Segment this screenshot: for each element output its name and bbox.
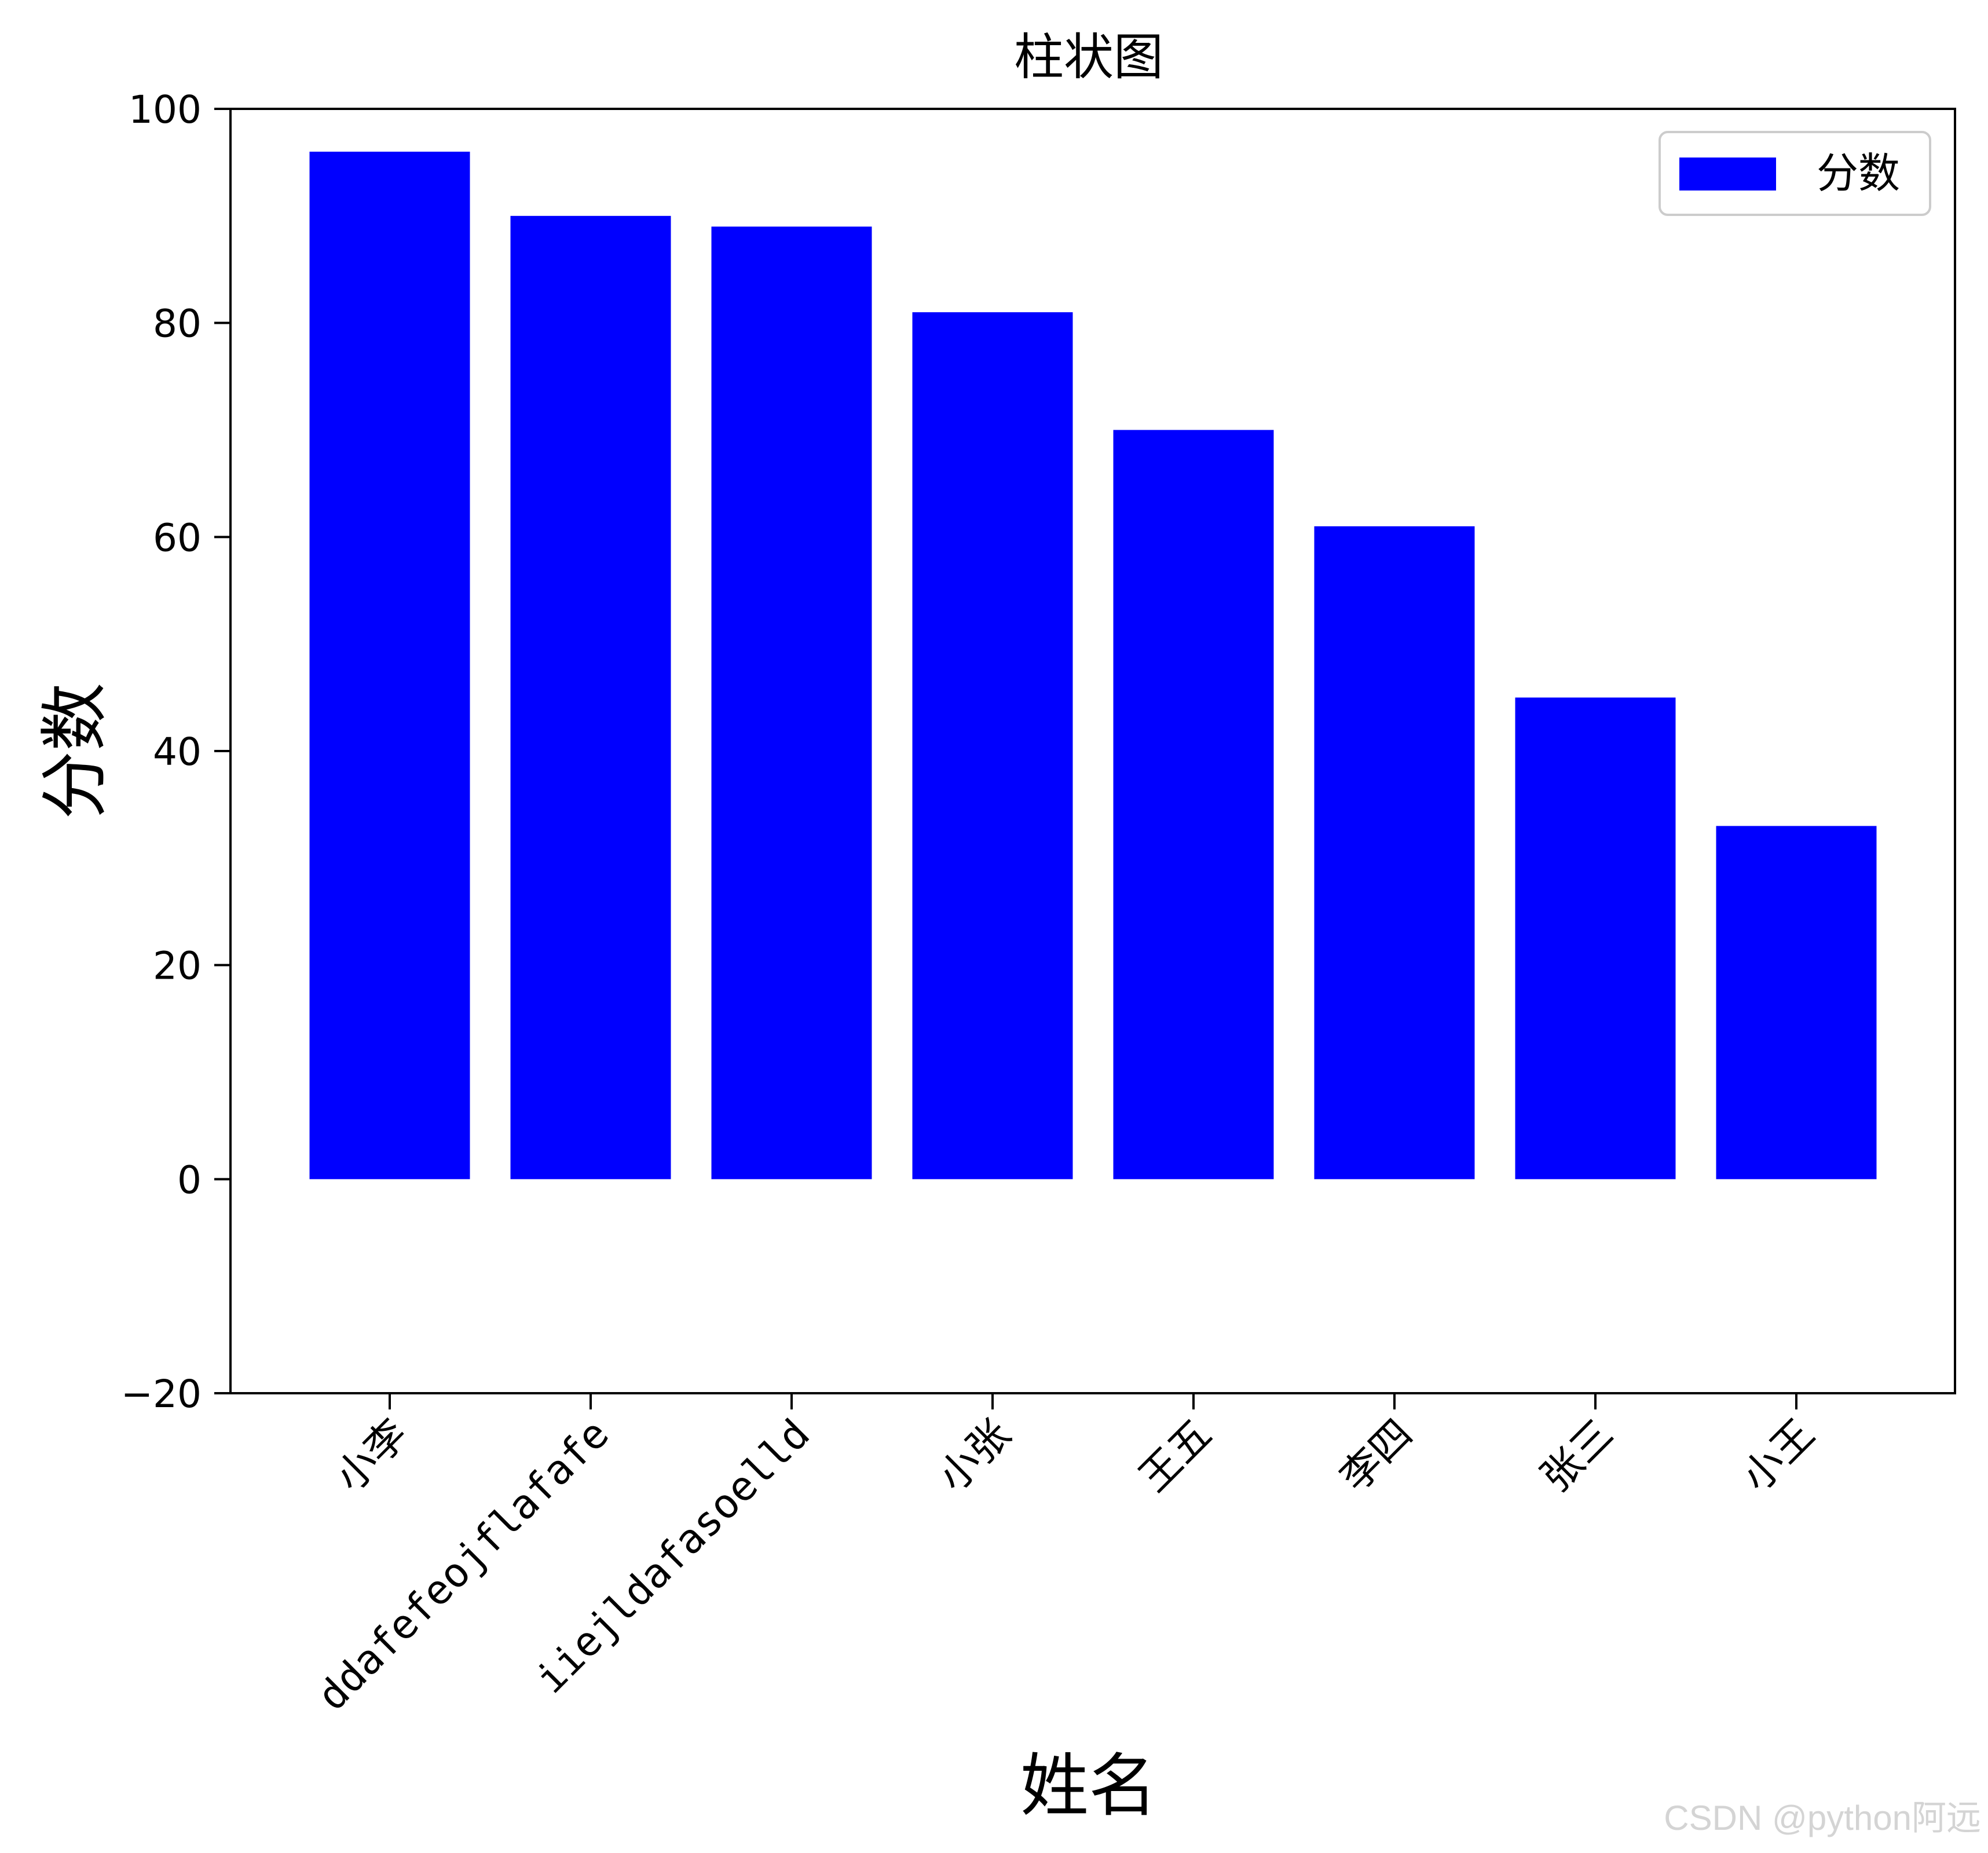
legend-swatch <box>1679 158 1776 191</box>
chart-title: 柱状图 <box>1014 28 1163 86</box>
legend-label: 分数 <box>1817 149 1900 197</box>
x-axis-ticks: 小李ddafefeojflafafeiiejldafasoelld 小张 王五 李四张… <box>308 1393 1824 1720</box>
x-tick-label: 小王 <box>1733 1410 1824 1501</box>
bars-group <box>309 151 1877 1180</box>
x-tick-label: 小李 <box>326 1410 417 1501</box>
y-tick-label: 80 <box>153 302 202 346</box>
bar <box>1314 526 1475 1180</box>
x-tick-label: 王五 <box>1130 1410 1221 1501</box>
bar <box>309 151 470 1180</box>
y-tick-label: 60 <box>153 515 202 560</box>
plot-frame <box>229 108 1956 1394</box>
bar <box>1716 826 1877 1180</box>
y-axis-ticks: −20 0 20 40 60 80 100 <box>121 87 230 1416</box>
x-tick-label: 张三 <box>1532 1410 1623 1501</box>
y-tick-label: 100 <box>129 87 202 132</box>
x-tick-label: 小张 <box>929 1410 1020 1501</box>
bar <box>510 215 671 1180</box>
bar <box>1515 697 1676 1180</box>
y-axis-label: 分数 <box>35 683 115 819</box>
y-tick-label: 40 <box>153 730 202 774</box>
bar <box>1113 430 1274 1180</box>
x-axis-label: 姓名 <box>1020 1746 1157 1826</box>
bar <box>912 312 1073 1180</box>
x-tick-label: 李四 <box>1331 1410 1422 1501</box>
y-tick-label: 0 <box>177 1158 202 1202</box>
legend: 分数 <box>1659 131 1931 216</box>
y-tick-label: 20 <box>153 944 202 988</box>
y-tick-label: −20 <box>121 1372 202 1416</box>
legend-frame <box>1659 131 1931 216</box>
watermark: CSDN @python阿远 <box>1664 1799 1981 1837</box>
bar <box>711 226 872 1180</box>
